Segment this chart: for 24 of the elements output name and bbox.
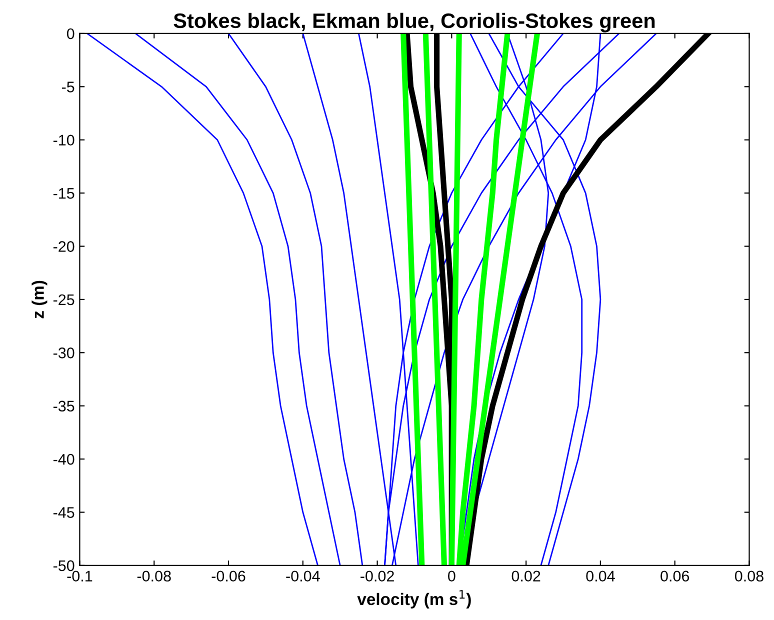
x-axis-title: velocity (m s$^{1}$) (357, 590, 471, 608)
y-tick-label: -10 (53, 134, 74, 146)
y-tick-label: -50 (53, 560, 74, 572)
y-axis-title: z (m) (32, 280, 48, 318)
x-tick-label: -0.08 (137, 570, 171, 582)
y-tick-label: -25 (53, 294, 74, 306)
x-tick-label: 0 (448, 570, 456, 582)
chart-title: Stokes black, Ekman blue, Coriolis-Stokes green (174, 12, 655, 32)
y-tick-label: -20 (53, 241, 74, 252)
y-tick-label: -40 (53, 454, 74, 465)
x-tick-label: 0.08 (734, 570, 764, 582)
y-tick-label: -30 (53, 348, 74, 358)
y-tick-label: -15 (53, 188, 74, 199)
x-tick-label: -0.04 (286, 570, 320, 582)
x-tick-label: -0.1 (67, 570, 92, 582)
x-tick-label: -0.06 (212, 570, 246, 582)
x-tick-label: 0.06 (660, 570, 690, 582)
y-tick-label: -45 (53, 507, 74, 518)
x-tick-label: 0.02 (512, 570, 540, 582)
y-tick-label: 0 (66, 28, 74, 40)
y-tick-label: -35 (53, 400, 74, 412)
x-tick-label: -0.02 (360, 570, 394, 582)
x-tick-label: 0.04 (586, 570, 615, 582)
y-tick-label: -5 (62, 82, 74, 92)
